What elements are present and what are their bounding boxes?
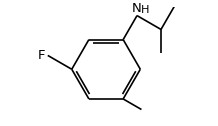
Text: H: H (141, 5, 150, 15)
Text: N: N (132, 2, 142, 15)
Text: F: F (38, 49, 45, 62)
